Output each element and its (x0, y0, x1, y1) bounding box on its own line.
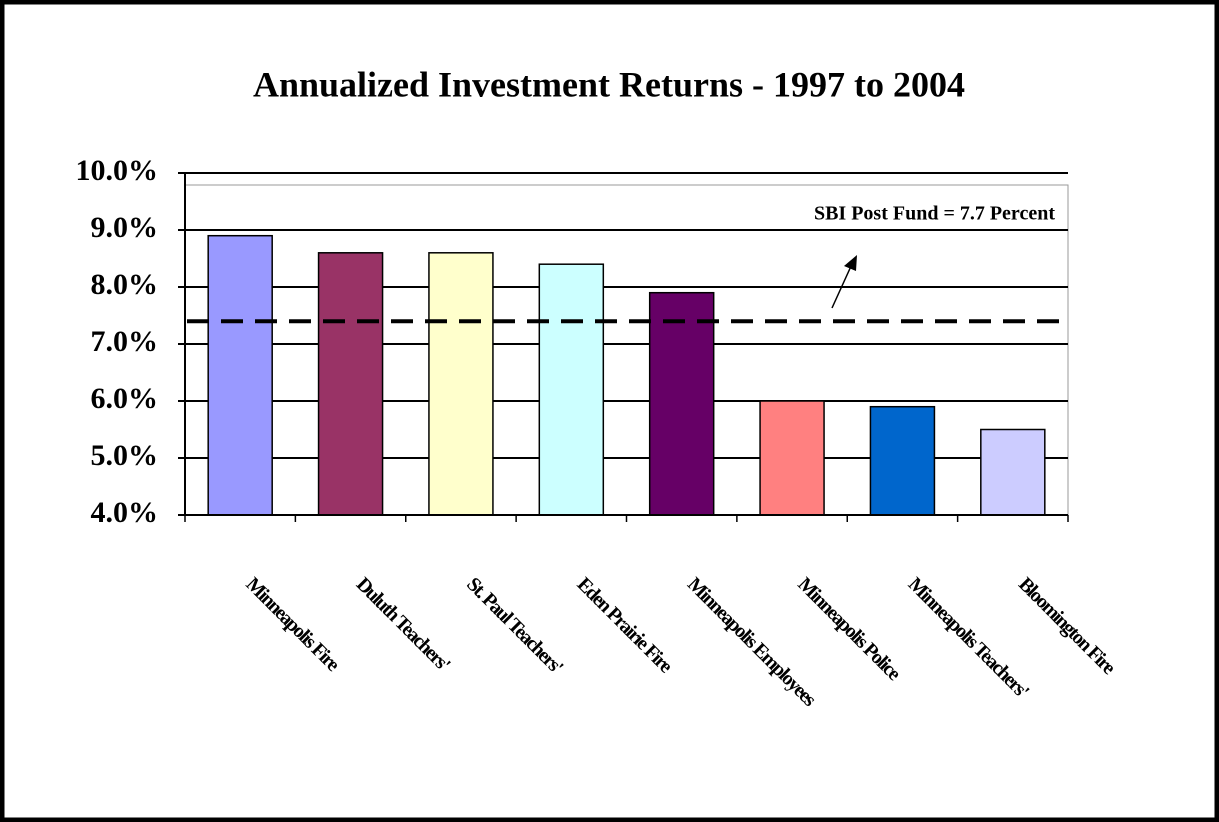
y-tick-label: 7.0% (91, 325, 159, 358)
y-tick-label: 6.0% (91, 382, 159, 415)
bar (648, 291, 715, 516)
y-tick-label: 8.0% (91, 268, 159, 301)
bar (759, 400, 825, 516)
bar (207, 234, 273, 516)
chart-title: Annualized Investment Returns - 1997 to … (253, 64, 965, 104)
bar (317, 252, 384, 516)
y-tick-label: 5.0% (91, 439, 159, 472)
bar (538, 263, 605, 516)
y-tick-label: 4.0% (91, 496, 159, 529)
bar (869, 405, 936, 516)
bar (980, 428, 1046, 516)
bar (428, 252, 494, 516)
y-tick-label: 9.0% (91, 211, 159, 244)
annotation: SBI Post Fund = 7.7 Percent (814, 203, 1055, 225)
arrow-head (844, 255, 857, 271)
y-tick-label: 10.0% (76, 154, 159, 187)
arrow-shaft (831, 263, 853, 309)
